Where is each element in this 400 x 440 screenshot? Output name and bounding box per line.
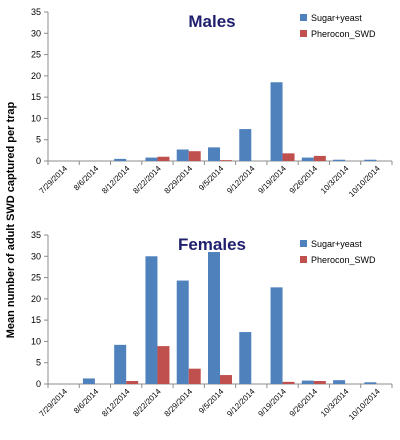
y-tick-label: 35 (31, 230, 41, 240)
bar-pherocon-swd (220, 375, 232, 384)
y-tick-label: 5 (36, 135, 41, 145)
bar-pherocon-swd (157, 156, 170, 161)
bar-pherocon-swd (188, 368, 201, 384)
x-tick-label: 9/5/2014 (197, 387, 226, 416)
bar-sugar-yeast (114, 344, 127, 384)
bar-sugar-yeast (176, 280, 189, 384)
bar-pherocon-swd (157, 346, 170, 384)
bar-pherocon-swd (188, 151, 201, 161)
bar-sugar-yeast (176, 149, 189, 161)
bar-sugar-yeast (239, 332, 252, 384)
y-tick-label: 10 (31, 336, 41, 346)
legend-label-sugar-yeast: Sugar+yeast (311, 13, 362, 23)
bar-sugar-yeast (145, 256, 158, 384)
bar-pherocon-swd (220, 160, 232, 161)
y-tick-label: 20 (31, 71, 41, 81)
bar-sugar-yeast (333, 380, 346, 384)
legend-label-sugar-yeast: Sugar+yeast (311, 239, 362, 249)
bar-sugar-yeast (208, 147, 220, 161)
x-tick-label: 8/12/2014 (100, 387, 132, 419)
x-tick-label: 8/22/2014 (131, 164, 163, 196)
x-tick-label: 10/10/2014 (347, 387, 382, 422)
bar-pherocon-swd (282, 153, 295, 161)
y-tick-label: 15 (31, 315, 41, 325)
bar-sugar-yeast (270, 82, 283, 161)
bar-pherocon-swd (126, 381, 139, 384)
bar-sugar-yeast (145, 157, 158, 161)
x-tick-label: 9/26/2014 (288, 164, 320, 196)
x-tick-label: 8/12/2014 (100, 164, 132, 196)
bar-sugar-yeast (114, 158, 127, 161)
bar-sugar-yeast (208, 252, 220, 384)
legend-swatch-sugar-yeast (300, 14, 307, 21)
y-tick-label: 15 (31, 92, 41, 102)
x-tick-label: 10/3/2014 (319, 387, 351, 419)
x-tick-label: 8/29/2014 (163, 164, 195, 196)
y-tick-label: 30 (31, 28, 41, 38)
bar-sugar-yeast (333, 159, 346, 161)
legend-swatch-pherocon-swd (300, 30, 307, 37)
y-tick-label: 20 (31, 294, 41, 304)
y-tick-label: 0 (36, 156, 41, 166)
x-tick-label: 8/6/2014 (72, 387, 101, 416)
legend-swatch-pherocon-swd (300, 256, 307, 263)
y-axis-label: Mean number of adult SWD captured per tr… (5, 101, 17, 338)
x-tick-label: 8/29/2014 (163, 387, 195, 419)
x-tick-label: 9/19/2014 (256, 387, 288, 419)
legend-label-pherocon-swd: Pherocon_SWD (311, 29, 376, 39)
bar-sugar-yeast (270, 287, 283, 384)
chart-males: Males 0 5 10 15 20 25 30 35 7/29/2014 8/6/2014 8/1… (31, 7, 393, 199)
y-tick-label: 10 (31, 113, 41, 123)
bar-sugar-yeast (364, 159, 377, 161)
x-tick-label: 9/12/2014 (225, 387, 257, 419)
x-tick-label: 8/6/2014 (72, 164, 101, 193)
bar-sugar-yeast (301, 157, 314, 161)
x-tick-label: 9/12/2014 (225, 164, 257, 196)
x-tick-label: 9/26/2014 (288, 387, 320, 419)
bar-pherocon-swd (282, 381, 295, 384)
bar-pherocon-swd (313, 381, 326, 384)
chart-title-males: Males (188, 12, 235, 31)
bar-sugar-yeast (82, 378, 95, 384)
x-tick-label: 9/19/2014 (256, 164, 288, 196)
y-tick-label: 0 (36, 379, 41, 389)
x-tick-label: 7/29/2014 (38, 164, 70, 196)
bar-sugar-yeast (239, 129, 252, 161)
x-tick-label: 8/22/2014 (131, 387, 163, 419)
x-tick-label: 7/29/2014 (38, 387, 70, 419)
y-tick-label: 5 (36, 358, 41, 368)
legend-label-pherocon-swd: Pherocon_SWD (311, 255, 376, 265)
bar-sugar-yeast (364, 382, 377, 384)
x-tick-label: 10/10/2014 (347, 164, 382, 199)
y-tick-label: 25 (31, 50, 41, 60)
legend-swatch-sugar-yeast (300, 240, 307, 247)
chart-title-females: Females (178, 235, 246, 254)
y-tick-label: 25 (31, 273, 41, 283)
y-tick-label: 30 (31, 251, 41, 261)
x-tick-label: 9/5/2014 (197, 164, 226, 193)
x-tick-label: 10/3/2014 (319, 164, 351, 196)
bar-pherocon-swd (313, 155, 326, 161)
y-tick-label: 35 (31, 7, 41, 17)
bar-sugar-yeast (301, 380, 314, 384)
